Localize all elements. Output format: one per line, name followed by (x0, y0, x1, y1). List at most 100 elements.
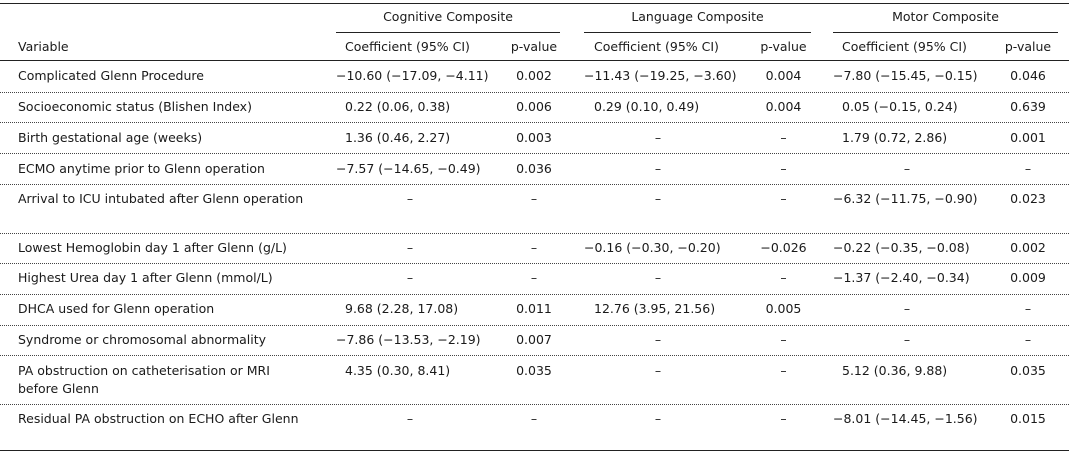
motor-pvalue-cell: 0.035 (1010, 363, 1046, 378)
variable-cell: Lowest Hemoglobin day 1 after Glenn (g/L… (18, 240, 287, 255)
row-divider (0, 233, 1069, 234)
variable-cell: Birth gestational age (weeks) (18, 130, 203, 145)
header-bottom-rule (0, 60, 1069, 61)
cognitive-pvalue-cell: – (530, 411, 538, 426)
cognitive-pvalue-cell: 0.011 (516, 301, 552, 316)
cognitive-coefficient-cell: −10.60 (−17.09, −4.11) (336, 68, 489, 83)
cognitive-pvalue-cell: – (530, 191, 538, 206)
group-rule-cognitive (336, 32, 560, 33)
column-header-motor-coefficient: Coefficient (95% CI) (842, 39, 967, 54)
cognitive-coefficient-cell: – (406, 191, 414, 206)
motor-coefficient-cell: – (903, 301, 911, 316)
table-top-rule (0, 3, 1069, 4)
language-coefficient-cell: −0.16 (−0.30, −0.20) (584, 240, 721, 255)
cognitive-coefficient-cell: 9.68 (2.28, 17.08) (345, 301, 459, 316)
cognitive-coefficient-cell: 1.36 (0.46, 2.27) (345, 130, 451, 145)
cognitive-pvalue-cell: 0.003 (516, 130, 552, 145)
cognitive-pvalue-cell: – (530, 270, 538, 285)
language-pvalue-cell: – (780, 191, 787, 206)
cognitive-coefficient-cell: −7.86 (−13.53, −2.19) (336, 332, 481, 347)
column-header-cognitive-pvalue: p-value (510, 39, 558, 54)
cognitive-pvalue-cell: 0.036 (516, 161, 552, 176)
row-divider (0, 92, 1069, 93)
column-header-language-pvalue: p-value (760, 39, 807, 54)
motor-pvalue-cell: 0.001 (1010, 130, 1046, 145)
language-coefficient-cell: – (654, 411, 662, 426)
motor-pvalue-cell: 0.639 (1010, 99, 1046, 114)
variable-cell: Syndrome or chromosomal abnormality (18, 332, 267, 347)
language-pvalue-cell: 0.004 (765, 68, 802, 83)
language-pvalue-cell: – (780, 332, 787, 347)
row-divider (0, 263, 1069, 264)
cognitive-pvalue-cell: 0.002 (516, 68, 552, 83)
row-divider (0, 294, 1069, 295)
motor-pvalue-cell: – (1024, 301, 1032, 316)
group-header-language: Language Composite (631, 9, 764, 24)
variable-cell: PA obstruction on catheterisation or MRI… (18, 363, 270, 396)
language-pvalue-cell: 0.005 (765, 301, 802, 316)
row-divider (0, 184, 1069, 185)
group-rule-motor (833, 32, 1058, 33)
motor-coefficient-cell: −8.01 (−14.45, −1.56) (833, 411, 978, 426)
cognitive-coefficient-cell: 0.22 (0.06, 0.38) (345, 99, 451, 114)
column-header-cognitive-coefficient: Coefficient (95% CI) (345, 39, 470, 54)
motor-coefficient-cell: −6.32 (−11.75, −0.90) (833, 191, 978, 206)
row-divider (0, 404, 1069, 405)
cognitive-coefficient-cell: 4.35 (0.30, 8.41) (345, 363, 451, 378)
motor-pvalue-cell: – (1024, 161, 1032, 176)
motor-pvalue-cell: 0.015 (1010, 411, 1046, 426)
motor-pvalue-cell: 0.023 (1010, 191, 1046, 206)
variable-cell: Arrival to ICU intubated after Glenn ope… (18, 191, 304, 206)
language-coefficient-cell: – (654, 130, 662, 145)
column-header-motor-pvalue: p-value (1004, 39, 1052, 54)
motor-coefficient-cell: −7.80 (−15.45, −0.15) (833, 68, 978, 83)
variable-cell: DHCA used for Glenn operation (18, 301, 215, 316)
motor-coefficient-cell: 1.79 (0.72, 2.86) (842, 130, 948, 145)
motor-pvalue-cell: – (1024, 332, 1032, 347)
variable-cell: Socioeconomic status (Blishen Index) (18, 99, 252, 114)
motor-coefficient-cell: 5.12 (0.36, 9.88) (842, 363, 948, 378)
motor-coefficient-cell: – (903, 161, 911, 176)
language-pvalue-cell: – (780, 411, 787, 426)
language-coefficient-cell: – (654, 161, 662, 176)
motor-coefficient-cell: 0.05 (−0.15, 0.24) (842, 99, 958, 114)
group-header-motor: Motor Composite (892, 9, 999, 24)
row-divider (0, 153, 1069, 154)
motor-coefficient-cell: −1.37 (−2.40, −0.34) (833, 270, 970, 285)
motor-coefficient-cell: – (903, 332, 911, 347)
cognitive-coefficient-cell: – (406, 270, 414, 285)
language-pvalue-cell: −0.026 (760, 240, 807, 255)
language-pvalue-cell: – (780, 130, 787, 145)
row-divider (0, 325, 1069, 326)
language-coefficient-cell: – (654, 191, 662, 206)
language-pvalue-cell: – (780, 270, 787, 285)
language-pvalue-cell: – (780, 161, 787, 176)
cognitive-coefficient-cell: −7.57 (−14.65, −0.49) (336, 161, 481, 176)
language-coefficient-cell: 0.29 (0.10, 0.49) (594, 99, 700, 114)
row-divider (0, 122, 1069, 123)
motor-pvalue-cell: 0.046 (1010, 68, 1046, 83)
group-rule-language (584, 32, 811, 33)
cognitive-pvalue-cell: 0.007 (516, 332, 552, 347)
table-bottom-rule (0, 450, 1069, 451)
cognitive-pvalue-cell: 0.035 (516, 363, 552, 378)
group-header-cognitive: Cognitive Composite (383, 9, 513, 24)
cognitive-coefficient-cell: – (406, 411, 414, 426)
variable-cell: Residual PA obstruction on ECHO after Gl… (18, 411, 299, 426)
language-coefficient-cell: 12.76 (3.95, 21.56) (594, 301, 716, 316)
language-coefficient-cell: – (654, 270, 662, 285)
language-pvalue-cell: – (780, 363, 787, 378)
variable-cell: Highest Urea day 1 after Glenn (mmol/L) (18, 270, 273, 285)
column-header-language-coefficient: Coefficient (95% CI) (594, 39, 719, 54)
variable-cell: Complicated Glenn Procedure (18, 68, 204, 83)
language-coefficient-cell: −11.43 (−19.25, −3.60) (584, 68, 737, 83)
column-header-variable: Variable (18, 39, 69, 54)
motor-coefficient-cell: −0.22 (−0.35, −0.08) (833, 240, 970, 255)
cognitive-pvalue-cell: – (530, 240, 538, 255)
language-coefficient-cell: – (654, 363, 662, 378)
motor-pvalue-cell: 0.002 (1010, 240, 1046, 255)
row-divider (0, 355, 1069, 356)
variable-cell: ECMO anytime prior to Glenn operation (18, 161, 265, 176)
cognitive-coefficient-cell: – (406, 240, 414, 255)
